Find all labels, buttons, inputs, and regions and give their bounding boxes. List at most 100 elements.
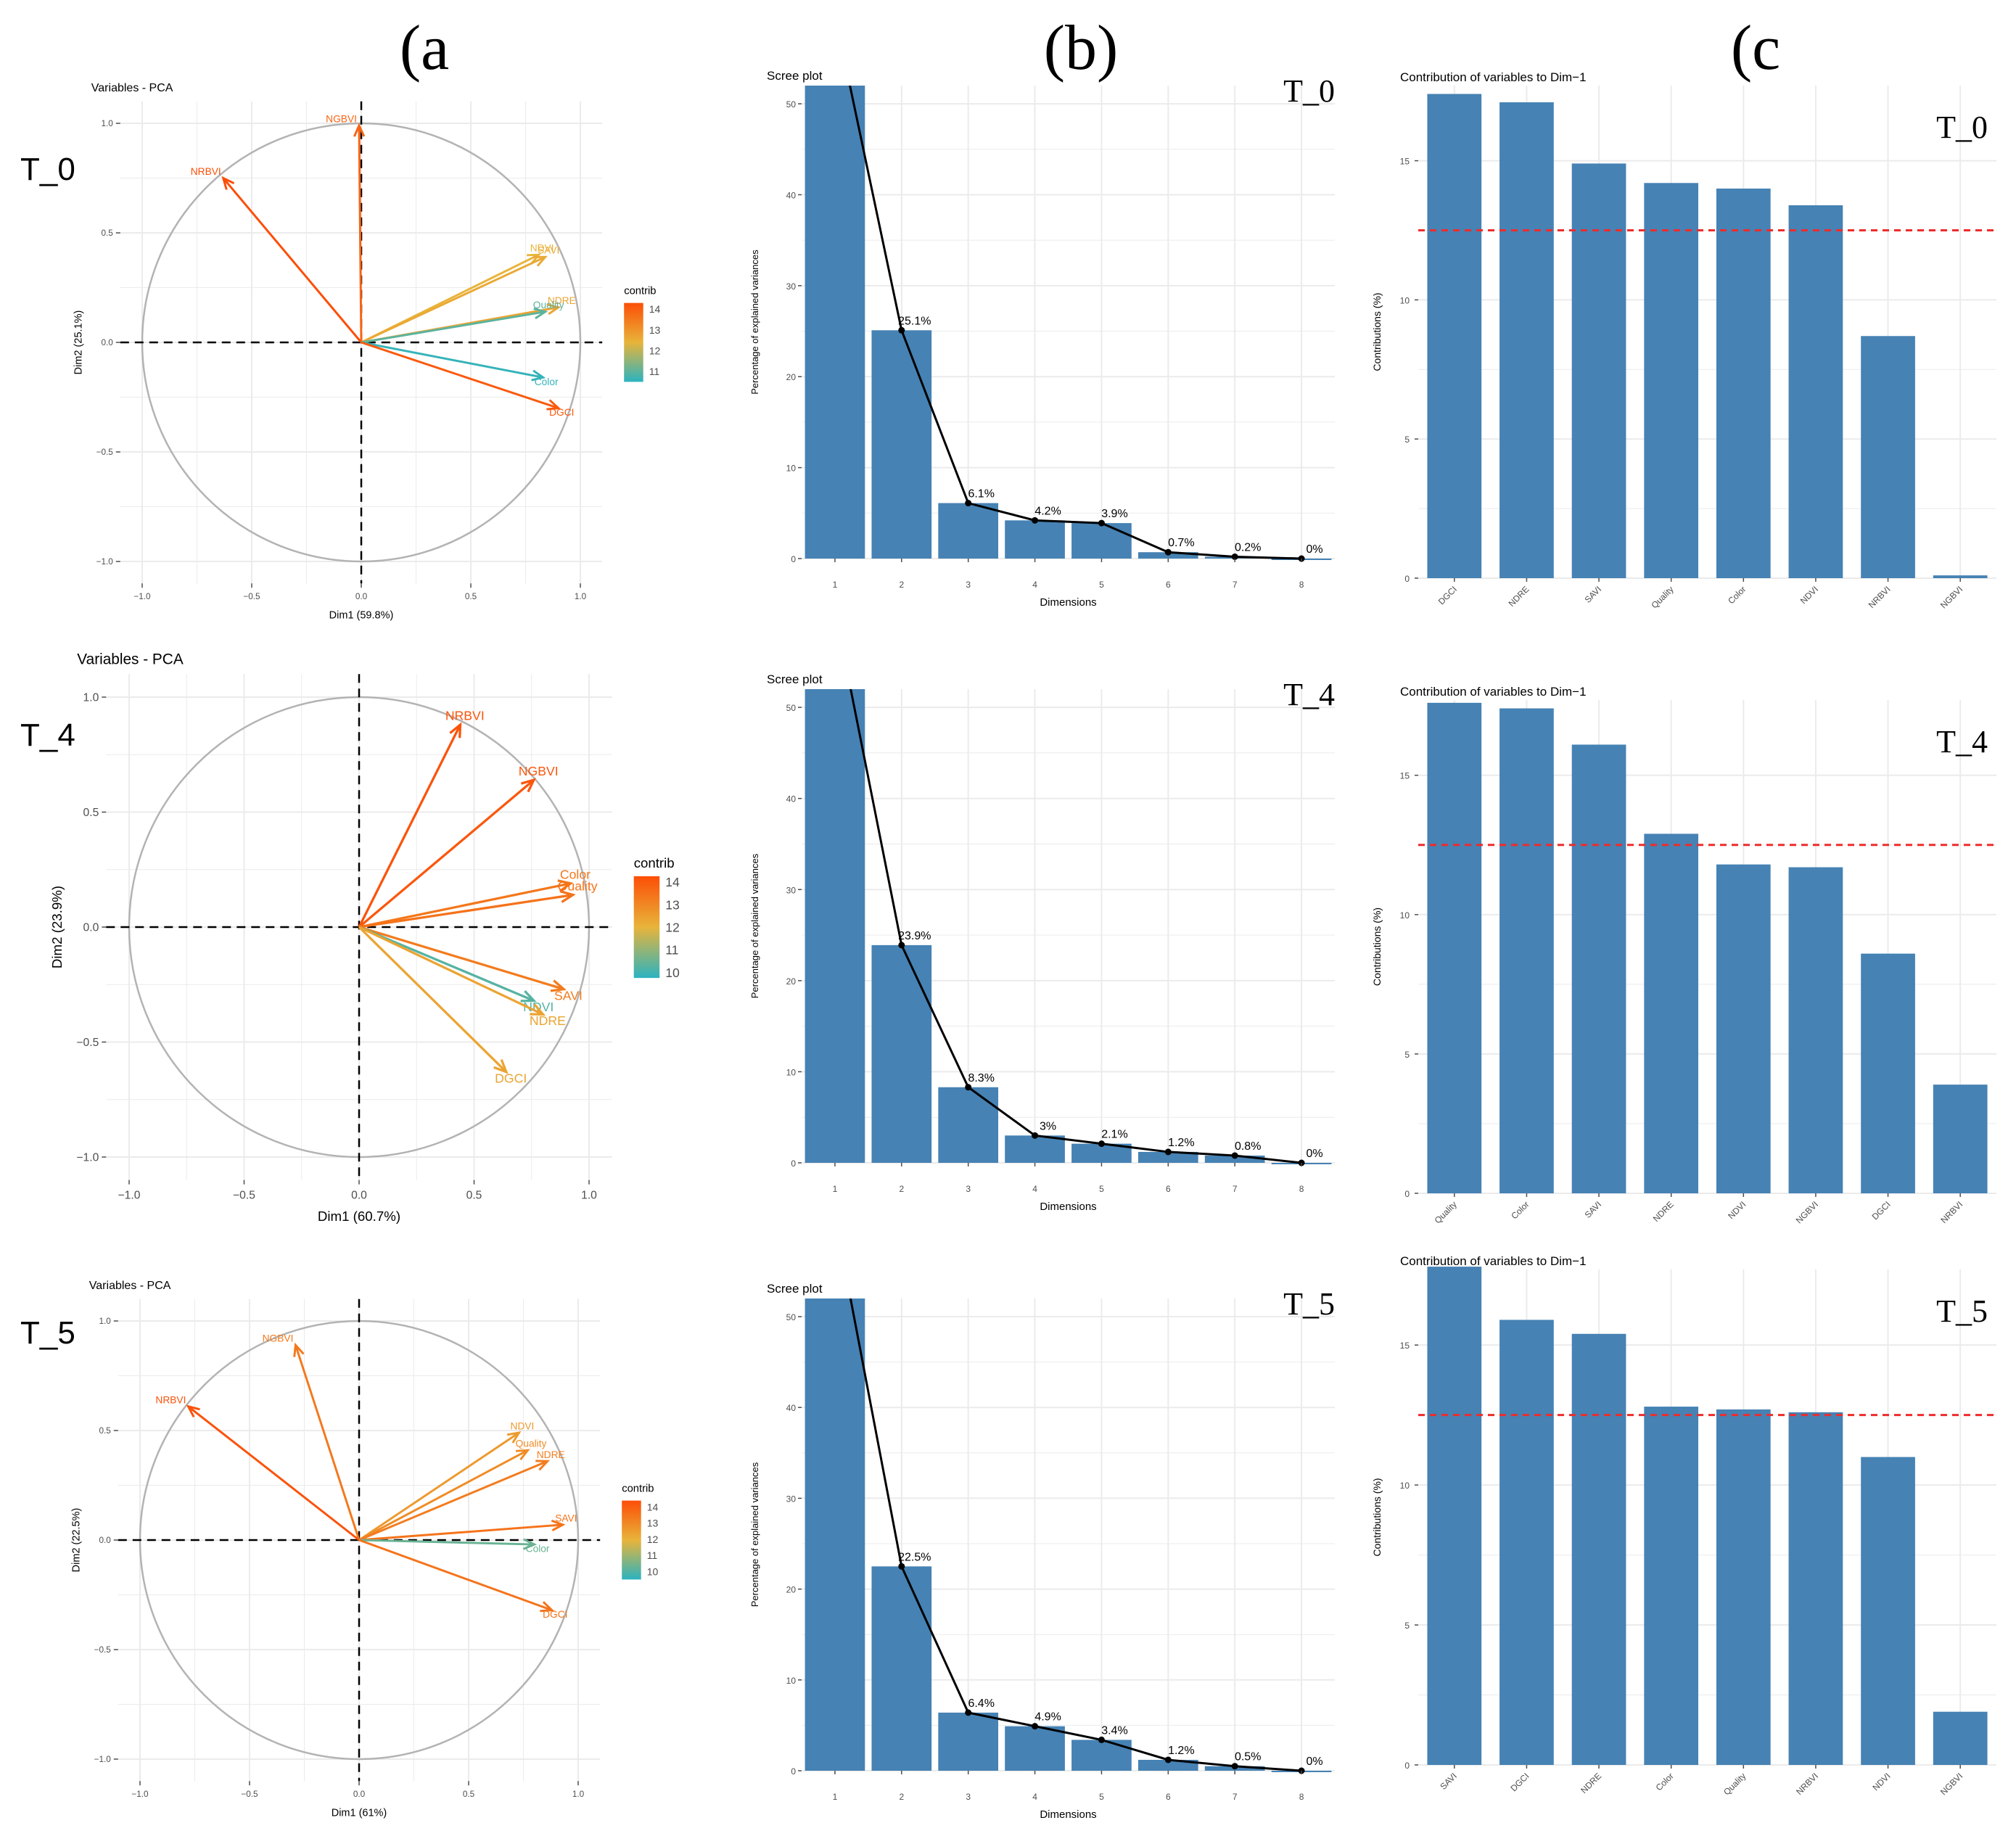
variable-arrow (358, 1431, 520, 1542)
chart-title: Scree plot (767, 69, 823, 83)
x-tick-label: Color (1726, 584, 1748, 606)
pca-panel-T_0: −1.0 −1.0 −0.5 −0.5 0.0 0.0 0.5 0.5 1.0 1.0 Dim1 (… (73, 82, 660, 622)
scree-value-label: 25.1% (898, 315, 931, 327)
contribution-bar (1716, 1409, 1771, 1765)
variable-label: NRBVI (155, 1394, 186, 1405)
row-label: T_5 (20, 1315, 75, 1351)
x-tick-label: 1 (833, 1184, 838, 1194)
variable-label: NDRE (537, 1449, 565, 1460)
legend-tick-label: 14 (647, 1502, 659, 1513)
contribution-bar (1716, 188, 1771, 578)
x-tick-label: NDVI (1798, 584, 1820, 606)
scree-bar (871, 944, 932, 1163)
y-tick-label: −1.0 (76, 1151, 99, 1164)
scree-value-label: 2.1% (1101, 1129, 1127, 1141)
scree-bar (1071, 1740, 1132, 1771)
y-tick-label: 0 (1404, 574, 1410, 584)
y-tick-label: 20 (786, 1585, 797, 1595)
variable-label: NGBVI (326, 114, 357, 125)
scree-value-label: 3.4% (1101, 1724, 1127, 1737)
scree-bar (938, 1712, 999, 1771)
scree-value-label: 8.3% (968, 1072, 994, 1084)
chart-title: Contribution of variables to Dim−1 (1400, 685, 1587, 699)
panel-label: (a (400, 13, 449, 83)
x-tick-label: DGCI (1508, 1771, 1531, 1793)
contribution-bar (1861, 953, 1915, 1193)
pca-panel-T_5: −1.0 −1.0 −0.5 −0.5 0.0 0.0 0.5 0.5 1.0 1.0 Dim1 (… (70, 1280, 658, 1819)
scree-point (965, 500, 972, 507)
scree-bar (938, 1087, 999, 1163)
contribution-bar (1716, 864, 1771, 1193)
row-tag: T_0 (1283, 73, 1335, 109)
scree-bar (871, 330, 932, 559)
variable-arrowhead (535, 1460, 551, 1471)
variable-label: SAVI (538, 245, 559, 256)
y-tick-label: 50 (786, 99, 797, 110)
variable-label: NRBVI (191, 166, 221, 177)
variable-arrow (187, 1405, 360, 1542)
variable-label: Color (535, 376, 559, 387)
scree-value-label: 0% (1307, 543, 1323, 556)
x-tick-label: SAVI (1438, 1771, 1459, 1792)
scree-point (1164, 548, 1172, 556)
scree-bar (1204, 1155, 1265, 1163)
variable-arrowhead (293, 1342, 305, 1357)
variable-label: NDVI (523, 1000, 554, 1014)
y-tick-label: 0.0 (83, 921, 99, 934)
contribution-bar (1861, 336, 1915, 578)
x-tick-label: 1.0 (575, 592, 587, 601)
y-tick-label: −0.5 (94, 1645, 112, 1655)
variable-arrow (358, 1539, 553, 1612)
figure-labels: (a (b) (c T_0 T_4 T_5 (20, 13, 1780, 1351)
y-tick-label: 40 (786, 1403, 797, 1413)
x-tick-label: NRBVI (1867, 584, 1893, 610)
scree-point (1098, 1140, 1105, 1148)
variable-arrowhead (522, 1538, 538, 1550)
legend-tick-label: 13 (649, 324, 661, 336)
variable-arrow (361, 310, 546, 344)
y-tick-label: 0 (1404, 1761, 1410, 1771)
legend-tick-label: 11 (647, 1549, 658, 1561)
variable-arrowhead (546, 303, 561, 316)
variable-label: DGCI (543, 1609, 567, 1620)
contribution-bar (1499, 708, 1554, 1193)
variable-label: NDRE (530, 1013, 566, 1028)
legend-tick-label: 10 (665, 966, 680, 980)
y-tick-label: −0.5 (76, 1037, 99, 1049)
y-tick-label: 1.0 (101, 119, 113, 128)
x-tick-label: 8 (1299, 1792, 1304, 1802)
row-tag: T_0 (1936, 110, 1988, 145)
x-tick-label: 0.0 (355, 592, 368, 601)
contribution-bar (1933, 1084, 1988, 1193)
variable-arrow (361, 341, 559, 409)
x-tick-label: NDRE (1507, 584, 1531, 609)
x-tick-label: 3 (966, 1792, 971, 1802)
scree-point (1231, 1763, 1238, 1770)
scree-bar (871, 1566, 932, 1771)
variable-arrow (358, 882, 571, 929)
x-axis-label: Dim1 (61%) (332, 1807, 387, 1819)
contribution-bar (1499, 102, 1554, 578)
variable-arrow (358, 1449, 529, 1542)
x-tick-label: 4 (1032, 580, 1037, 590)
contribution-bar (1788, 1412, 1843, 1765)
x-tick-label: Quality (1433, 1199, 1459, 1225)
x-tick-label: 0.5 (466, 1189, 482, 1201)
scree-value-label: 0% (1307, 1148, 1323, 1160)
scree-value-label: 4.9% (1034, 1711, 1061, 1724)
legend-tick-label: 12 (647, 1534, 659, 1545)
legend-tick-label: 13 (647, 1518, 659, 1529)
x-tick-label: NGBVI (1794, 1199, 1820, 1225)
variable-label: SAVI (555, 1512, 577, 1523)
y-tick-label: 1.0 (83, 691, 99, 704)
contribution-bar (1427, 702, 1482, 1193)
x-tick-label: 3 (966, 580, 971, 590)
y-axis-label: Percentage of explained variances (749, 853, 760, 998)
variable-arrowhead (546, 399, 561, 411)
x-tick-label: DGCI (1870, 1199, 1893, 1222)
legend-tick-label: 14 (665, 875, 680, 889)
scree-bar (805, 86, 865, 559)
scree-point (1231, 553, 1238, 560)
variable-arrow (358, 724, 461, 928)
scree-value-label: 3% (1040, 1120, 1056, 1132)
